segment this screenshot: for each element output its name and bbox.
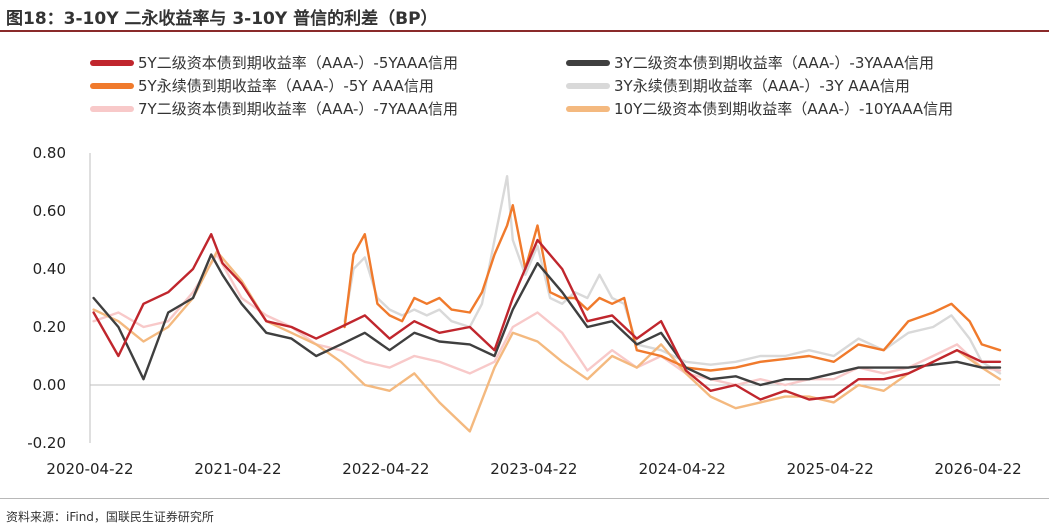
x-tick-label: 2020-04-22 xyxy=(46,460,133,478)
legend-swatch-5y-perp xyxy=(90,82,134,89)
legend-label-5y-perp: 5Y永续债到期收益率（AAA-）-5Y AAA信用 xyxy=(138,77,434,95)
y-axis: 0.80 0.60 0.40 0.20 0.00 -0.20 xyxy=(27,144,91,452)
legend-item-5y-tier2[interactable]: 5Y二级资本债到期收益率（AAA-）-5YAAA信用 xyxy=(90,52,458,73)
y-tick-label: 0.20 xyxy=(33,318,66,336)
y-tick-label: 0.40 xyxy=(33,260,66,278)
legend-label-3y-tier2: 3Y二级资本债到期收益率（AAA-）-3YAAA信用 xyxy=(614,54,934,72)
source-note: 资料来源：iFind，国联民生证券研究所 xyxy=(6,510,214,524)
legend-item-7y-tier2[interactable]: 7Y二级资本债到期收益率（AAA-）-7YAAA信用 xyxy=(90,98,458,119)
series-line-1 xyxy=(92,253,1002,387)
x-tick-label: 2024-04-22 xyxy=(639,460,726,478)
x-tick-label: 2025-04-22 xyxy=(787,460,874,478)
y-tick-label: 0.80 xyxy=(33,144,66,162)
legend-swatch-3y-perp xyxy=(566,82,610,89)
series-layer xyxy=(92,174,1002,433)
series-line-5 xyxy=(92,250,1002,433)
x-tick-label: 2026-04-22 xyxy=(935,460,1022,478)
title-divider xyxy=(0,30,1049,32)
figure-title: 图18：3-10Y 二永收益率与 3-10Y 普信的利差（BP） xyxy=(6,9,438,29)
series-line-2 xyxy=(343,203,1002,372)
legend-label-5y-tier2: 5Y二级资本债到期收益率（AAA-）-5YAAA信用 xyxy=(138,54,458,72)
x-tick-label: 2023-04-22 xyxy=(490,460,577,478)
x-axis: 2020-04-22 2021-04-22 2022-04-22 2023-04-22… xyxy=(46,384,1022,478)
legend-label-7y-tier2: 7Y二级资本债到期收益率（AAA-）-7YAAA信用 xyxy=(138,100,458,118)
legend-swatch-3y-tier2 xyxy=(566,59,610,66)
legend-item-3y-perp[interactable]: 3Y永续债到期收益率（AAA-）-3Y AAA信用 xyxy=(566,75,910,96)
legend-item-5y-perp[interactable]: 5Y永续债到期收益率（AAA-）-5Y AAA信用 xyxy=(90,75,434,96)
legend-swatch-10y-tier2 xyxy=(566,105,610,112)
legend-label-3y-perp: 3Y永续债到期收益率（AAA-）-3Y AAA信用 xyxy=(614,77,910,95)
y-tick-label: -0.20 xyxy=(27,434,66,452)
x-tick-label: 2022-04-22 xyxy=(342,460,429,478)
series-line-3 xyxy=(343,174,1002,375)
legend-label-10y-tier2: 10Y二级资本债到期收益率（AAA-）-10YAAA信用 xyxy=(614,100,954,118)
legend-swatch-5y-tier2 xyxy=(90,59,134,66)
legend-item-3y-tier2[interactable]: 3Y二级资本债到期收益率（AAA-）-3YAAA信用 xyxy=(566,52,934,73)
legend-swatch-7y-tier2 xyxy=(90,105,134,112)
footer-divider xyxy=(0,498,1049,499)
y-tick-label: 0.00 xyxy=(33,376,66,394)
series-line-0 xyxy=(92,232,1002,401)
legend-item-10y-tier2[interactable]: 10Y二级资本债到期收益率（AAA-）-10YAAA信用 xyxy=(566,98,953,119)
y-tick-label: 0.60 xyxy=(33,202,66,220)
x-tick-label: 2021-04-22 xyxy=(194,460,281,478)
